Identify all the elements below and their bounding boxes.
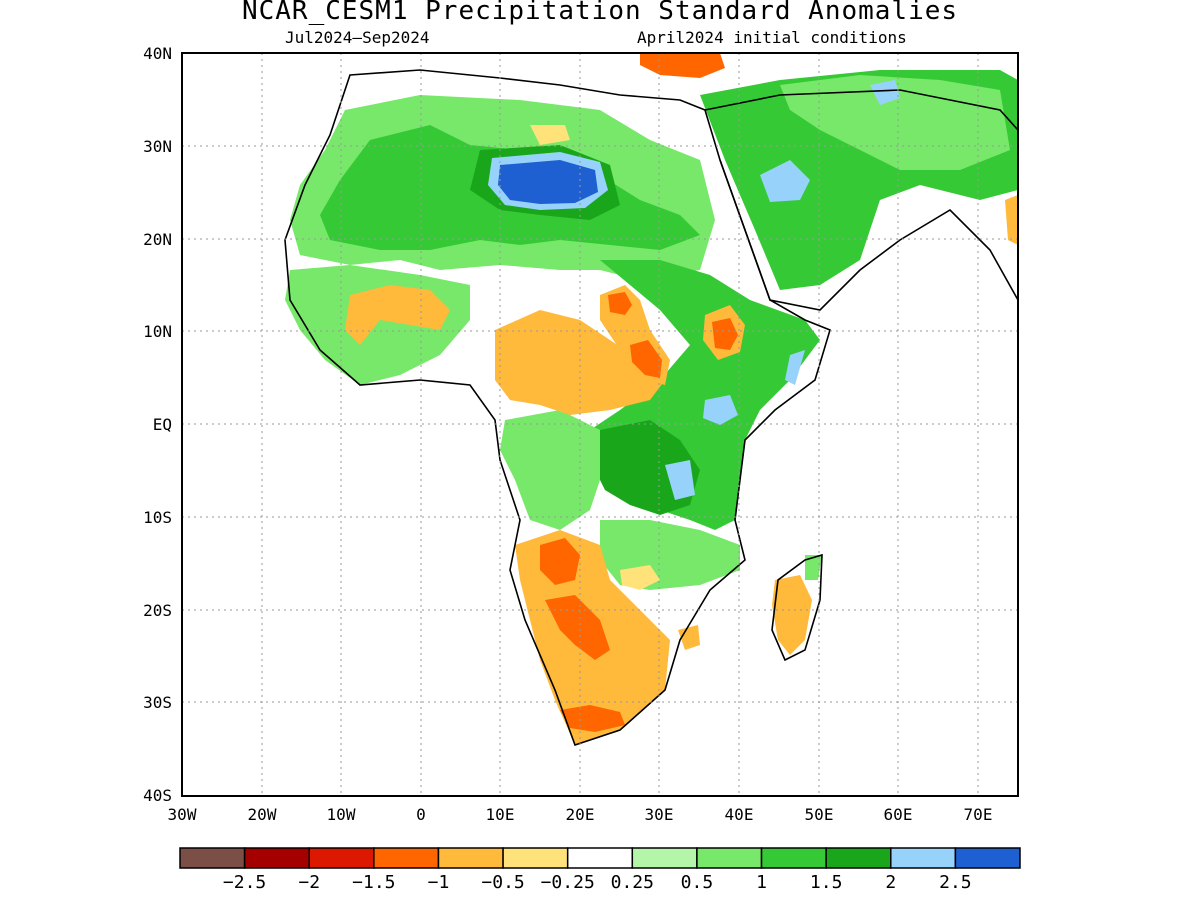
colorbar-swatch (760, 847, 827, 869)
colorbar-swatch (373, 847, 440, 869)
lat-label: 20N (143, 230, 172, 249)
colorbar-label: −2 (298, 872, 320, 893)
extreme-wet-libya (498, 160, 598, 204)
dry-mozambique-coast (678, 625, 700, 650)
colorbar-label: −1.5 (352, 872, 395, 893)
colorbar: −2.5 −2 −1.5 −1 −0.5 −0.25 0.25 0.5 1 1.5 2 2.5 (179, 847, 1021, 893)
lat-label: EQ (153, 415, 172, 434)
strong-dry-ethiopia (712, 318, 738, 350)
dry-sahara-patch (530, 125, 570, 145)
dry-mediterranean (640, 53, 725, 78)
anomaly-field (182, 53, 1018, 745)
colorbar-swatch (890, 847, 957, 869)
lon-label: 10E (486, 805, 515, 824)
period-subtitle: Jul2024–Sep2024 (285, 28, 430, 47)
chart-title: NCAR_CESM1 Precipitation Standard Anomal… (241, 0, 959, 26)
colorbar-swatch (502, 847, 569, 869)
colorbar-label: 0.25 (611, 872, 654, 893)
extreme-wet-tanzania (665, 460, 695, 500)
arabia-coastline (704, 89, 1018, 311)
lat-label: 30S (143, 693, 172, 712)
plot-frame (181, 52, 1019, 797)
colorbar-swatch (243, 847, 310, 869)
colorbar-label: 2 (885, 872, 896, 893)
colorbar-label: 1.5 (810, 872, 843, 893)
colorbar-label: −1 (428, 872, 450, 893)
colorbar-label: 2.5 (939, 872, 972, 893)
dry-zambia-patch (620, 565, 660, 590)
extreme-wet-kenya (703, 395, 738, 425)
colorbar-swatch (954, 847, 1021, 869)
lon-label: 60E (884, 805, 913, 824)
gridlines (182, 53, 1018, 796)
strong-dry-angola (540, 538, 580, 585)
wet-madagascar-north (805, 555, 822, 580)
lon-label: 0 (416, 805, 426, 824)
lon-label: 50E (805, 805, 834, 824)
colorbar-label: −2.5 (223, 872, 266, 893)
colorbar-label: −0.5 (481, 872, 524, 893)
colorbar-label: 1 (756, 872, 767, 893)
lon-label: 10W (327, 805, 356, 824)
lon-label: 20E (566, 805, 595, 824)
initial-conditions-subtitle: April2024 initial conditions (637, 28, 907, 47)
dry-central-africa (495, 310, 665, 415)
colorbar-swatch (179, 847, 246, 869)
colorbar-swatch (825, 847, 892, 869)
lat-label: 10N (143, 322, 172, 341)
wet-congo-west (500, 410, 600, 530)
extreme-wet-iran (870, 80, 900, 105)
colorbar-swatch (631, 847, 698, 869)
strong-dry-sudan-east (630, 340, 662, 378)
lon-label: 30E (645, 805, 674, 824)
dry-india-edge (1005, 195, 1018, 245)
coastlines (284, 69, 1018, 747)
colorbar-label: 0.5 (681, 872, 714, 893)
lat-label: 30N (143, 137, 172, 156)
colorbar-label: −0.25 (541, 872, 595, 893)
longitude-axis: 30W 20W 10W 0 10E 20E 30E 40E 50E 60E 70… (168, 805, 993, 824)
lat-label: 10S (143, 508, 172, 527)
extreme-wet-arabia (760, 160, 810, 202)
lon-label: 70E (964, 805, 993, 824)
europe-strip (182, 53, 1018, 80)
extreme-wet-somalia-coast (785, 350, 805, 385)
lat-label: 20S (143, 601, 172, 620)
lat-label: 40N (143, 44, 172, 63)
strong-dry-namibia (545, 595, 610, 660)
lon-label: 30W (168, 805, 197, 824)
dry-madagascar (772, 575, 812, 655)
madagascar-coastline (771, 553, 823, 662)
lat-label: 40S (143, 786, 172, 805)
dry-west-sahel (345, 285, 450, 345)
lon-label: 40E (725, 805, 754, 824)
africa-coastline (284, 69, 831, 747)
lon-label: 20W (248, 805, 277, 824)
colorbar-swatch (308, 847, 375, 869)
colorbar-swatch (437, 847, 504, 869)
latitude-axis: 40N 30N 20N 10N EQ 10S 20S 30S 40S (143, 44, 172, 805)
colorbar-swatch (566, 847, 634, 869)
strong-dry-south-sudan (608, 292, 632, 315)
colorbar-swatch (696, 847, 763, 869)
strong-dry-south-africa (560, 705, 625, 732)
wet-arabia-light (780, 75, 1010, 170)
